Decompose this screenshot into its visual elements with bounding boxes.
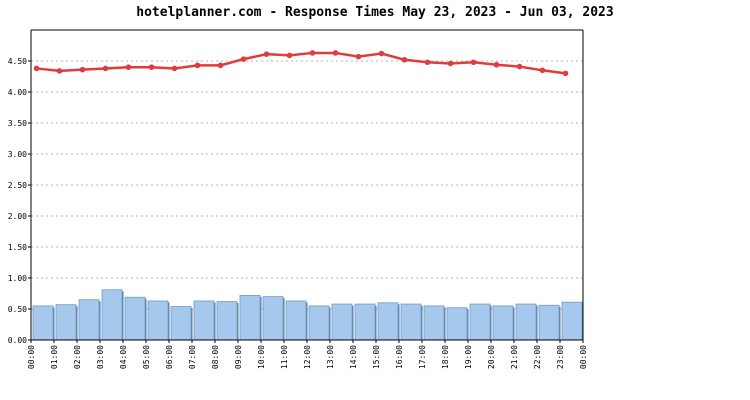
line-point <box>56 68 63 74</box>
x-tick-label: 11:00 <box>280 345 289 369</box>
line-point <box>355 53 362 60</box>
bar <box>193 300 215 341</box>
x-tick-label: 08:00 <box>211 345 220 369</box>
x-tick-label: 17:00 <box>418 345 427 369</box>
line-point <box>286 52 293 59</box>
y-tick-label: 2.00 <box>8 212 27 221</box>
line-point <box>378 50 385 57</box>
bar <box>561 301 583 341</box>
bar <box>262 296 284 341</box>
line-point <box>539 67 546 74</box>
x-tick-label: 23:00 <box>556 345 565 369</box>
bar <box>469 303 491 341</box>
line-point <box>102 65 109 72</box>
bar <box>239 294 261 341</box>
line-point <box>447 60 454 67</box>
line-point <box>470 59 477 66</box>
line-point <box>33 65 40 72</box>
bar <box>32 305 54 341</box>
bar <box>492 305 514 341</box>
x-tick-label: 06:00 <box>165 345 174 369</box>
bar <box>377 302 399 341</box>
chart-title: hotelplanner.com - Response Times May 23… <box>136 5 614 20</box>
x-tick-label: 18:00 <box>441 345 450 369</box>
bar <box>101 289 123 341</box>
bar <box>55 304 77 341</box>
bar <box>216 301 238 341</box>
bar <box>78 299 100 341</box>
x-tick-label: 00:00 <box>27 345 36 369</box>
x-tick-label: 19:00 <box>464 345 473 369</box>
x-tick-label: 09:00 <box>234 345 243 369</box>
line-point <box>194 62 201 69</box>
response-time-line <box>36 51 566 75</box>
x-tick-label: 02:00 <box>73 345 82 369</box>
y-tick-label: 0.50 <box>8 305 27 314</box>
y-tick-label: 1.50 <box>8 243 27 252</box>
line-point <box>562 70 569 77</box>
x-tick-label: 00:00 <box>579 345 588 369</box>
x-tick-label: 21:00 <box>510 345 519 369</box>
x-tick-label: 15:00 <box>372 345 381 369</box>
line-point <box>332 50 339 56</box>
line-point <box>493 61 500 68</box>
line-point <box>424 59 431 66</box>
bar <box>515 303 537 341</box>
bar <box>446 307 468 341</box>
line-point <box>240 56 247 62</box>
x-tick-label: 07:00 <box>188 345 197 369</box>
x-tick-label: 01:00 <box>50 345 59 369</box>
x-tick-label: 12:00 <box>303 345 312 369</box>
bar <box>423 305 445 341</box>
y-tick-label: 3.00 <box>8 150 27 159</box>
bar <box>170 306 192 341</box>
bar <box>400 303 422 341</box>
line-point <box>148 64 155 70</box>
bar <box>354 303 376 341</box>
x-tick-label: 04:00 <box>119 345 128 369</box>
bar <box>147 300 169 341</box>
y-tick-label: 1.00 <box>8 274 27 283</box>
bar <box>285 300 307 341</box>
bar <box>124 296 146 341</box>
line-point <box>309 50 316 56</box>
y-tick-label: 0.00 <box>8 336 27 345</box>
y-tick-label: 4.00 <box>8 88 27 97</box>
x-tick-label: 13:00 <box>326 345 335 369</box>
x-tick-label: 20:00 <box>487 345 496 369</box>
bar <box>538 304 560 341</box>
line-point <box>171 65 178 72</box>
y-tick-label: 2.50 <box>8 181 27 190</box>
line-point <box>263 51 270 57</box>
line-point <box>217 62 224 69</box>
x-tick-label: 16:00 <box>395 345 404 369</box>
line-point <box>516 63 523 70</box>
line-point <box>125 64 132 70</box>
x-tick-label: 10:00 <box>257 345 266 369</box>
line-point <box>79 66 86 73</box>
bar <box>308 305 330 341</box>
x-tick-label: 05:00 <box>142 345 151 369</box>
x-tick-label: 22:00 <box>533 345 542 369</box>
bar <box>331 303 353 341</box>
y-tick-label: 3.50 <box>8 119 27 128</box>
y-tick-label: 4.50 <box>8 57 27 66</box>
line-point <box>401 56 408 63</box>
x-tick-label: 03:00 <box>96 345 105 369</box>
x-tick-label: 14:00 <box>349 345 358 369</box>
